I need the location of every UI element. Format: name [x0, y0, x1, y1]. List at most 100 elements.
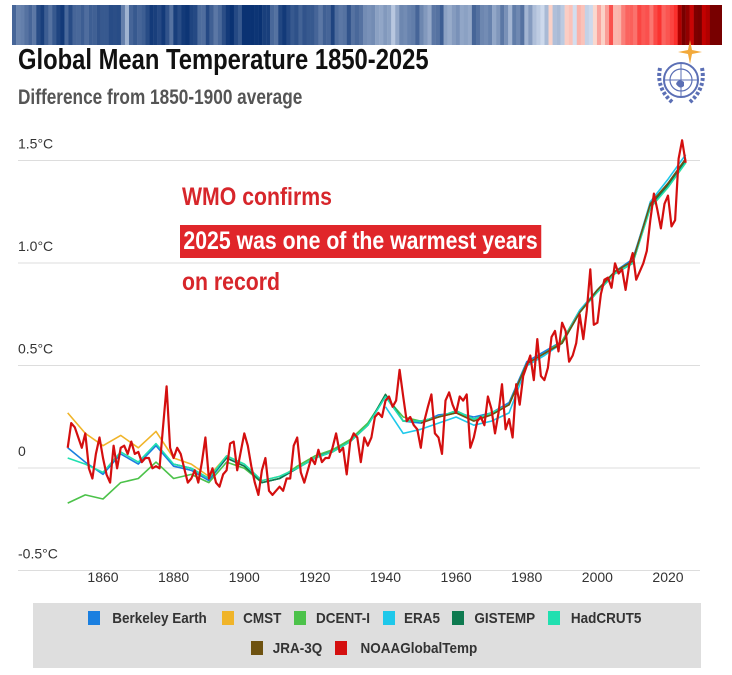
stripe	[629, 5, 634, 45]
stripe	[157, 5, 162, 45]
temperature-chart: 1.5°C 1.0°C 0.5°C 0 -0.5°C 1860 1880 1900 1920 19…	[18, 136, 700, 585]
legend-item: HadCRUT5	[548, 610, 645, 627]
stripe	[229, 5, 235, 45]
stripe	[500, 5, 505, 45]
stripe	[205, 5, 210, 45]
legend-item: DCENT-I	[293, 610, 373, 627]
stripe	[153, 5, 158, 45]
stripe	[177, 5, 182, 45]
stripe	[588, 5, 594, 45]
stripe	[112, 5, 118, 45]
stripe	[411, 5, 416, 45]
stripe	[124, 5, 130, 45]
stripe	[290, 5, 295, 45]
stripe	[540, 5, 545, 45]
stripe	[181, 5, 186, 45]
stripe	[250, 5, 255, 45]
legend-swatch	[250, 641, 263, 655]
stripe	[334, 5, 339, 45]
stripe	[427, 5, 432, 45]
legend-swatch	[293, 611, 306, 625]
stripe	[669, 5, 674, 45]
stripe	[613, 5, 618, 45]
stripe	[262, 5, 267, 45]
stripe	[609, 5, 614, 45]
stripe	[689, 5, 694, 45]
stripe	[298, 5, 303, 45]
stripe	[637, 5, 642, 45]
stripe	[544, 5, 549, 45]
stripe	[463, 5, 469, 45]
stripe	[399, 5, 404, 45]
y-tick-label: 0.5°C	[18, 341, 53, 357]
stripe	[701, 5, 707, 45]
stripe	[245, 5, 251, 45]
stripe	[169, 5, 174, 45]
stripe	[435, 5, 440, 45]
stripe	[326, 5, 331, 45]
stripe	[294, 5, 299, 45]
stripe	[560, 5, 565, 45]
stripe	[641, 5, 646, 45]
stripe	[653, 5, 658, 45]
stripe	[217, 5, 222, 45]
chart-title: Global Mean Temperature 1850-2025	[18, 44, 429, 76]
stripe	[383, 5, 388, 45]
x-tick-label: 1960	[441, 569, 472, 585]
stripe	[403, 5, 408, 45]
x-tick-label: 1900	[229, 569, 260, 585]
stripe	[415, 5, 420, 45]
stripe	[705, 5, 711, 45]
series-line-jra-3q	[420, 158, 687, 424]
legend-label: ERA5	[403, 609, 440, 627]
y-tick-label: 1.5°C	[18, 136, 53, 152]
legend-item: ERA5	[382, 609, 442, 627]
stripe	[80, 5, 85, 45]
x-tick-label: 2020	[652, 569, 683, 585]
stripe	[488, 5, 493, 45]
stripe	[92, 5, 97, 45]
stripe	[508, 5, 513, 45]
stripe	[564, 5, 569, 45]
legend-item: GISTEMP	[451, 609, 539, 627]
stripe	[258, 5, 263, 45]
stripe	[681, 5, 686, 45]
stripe	[621, 5, 626, 45]
x-tick-label: 1920	[299, 569, 330, 585]
stripe	[213, 5, 218, 45]
stripe	[161, 5, 166, 45]
stripe	[596, 5, 602, 45]
stripe	[431, 5, 436, 45]
legend-swatch	[88, 611, 101, 625]
stripe	[40, 5, 45, 45]
legend-item: JRA-3Q	[250, 640, 325, 657]
stripe	[72, 5, 77, 45]
stripe	[108, 5, 114, 45]
stripe	[556, 5, 561, 45]
stripe	[516, 5, 521, 45]
legend-label: GISTEMP	[474, 609, 535, 627]
stripe	[504, 5, 509, 45]
stripe	[475, 5, 481, 45]
stripe	[673, 5, 678, 45]
legend-item: CMST	[222, 610, 284, 627]
stripe	[137, 5, 142, 45]
stripe	[282, 5, 287, 45]
stripe	[459, 5, 465, 45]
stripe	[342, 5, 348, 45]
stripe	[310, 5, 315, 45]
stripe	[645, 5, 650, 45]
stripe	[391, 5, 396, 45]
stripe	[16, 5, 21, 45]
stripe	[387, 5, 392, 45]
stripe	[338, 5, 343, 45]
legend-item: Berkeley Earth	[88, 610, 212, 627]
stripe	[165, 5, 170, 45]
stripe	[685, 5, 690, 45]
wmo-emblem-icon	[657, 40, 705, 104]
legend-label: CMST	[243, 609, 282, 627]
stripe	[512, 5, 517, 45]
stripe	[592, 5, 598, 45]
stripe	[88, 5, 93, 45]
stripe	[367, 5, 372, 45]
